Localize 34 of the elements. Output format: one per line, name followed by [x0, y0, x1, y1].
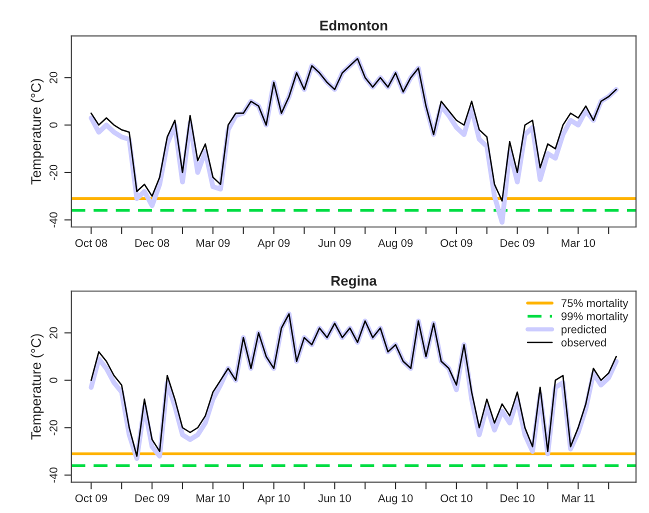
x-tick-label: Mar 10 — [562, 239, 596, 247]
x-tick-label: Mar 10 — [196, 494, 230, 502]
x-tick-label: Mar 09 — [196, 239, 230, 247]
x-tick-label: Dec 10 — [500, 494, 534, 502]
y-axis-title: Temperature (°C) — [30, 78, 44, 184]
legend-label: 75% mortality — [562, 298, 628, 310]
x-tick-label: Aug 10 — [378, 494, 413, 504]
x-tick-label: Oct 10 — [440, 494, 472, 502]
y-tick-label: 0 — [50, 122, 58, 128]
x-tick-label: Oct 09 — [440, 239, 472, 247]
x-tick-label: Oct 08 — [75, 239, 108, 247]
legend-label: predicted — [562, 325, 606, 336]
x-tick-label: Dec 08 — [135, 239, 170, 247]
x-tick-label: Jun 10 — [318, 494, 351, 502]
y-axis-title: Temperature (°C) — [30, 334, 44, 440]
x-tick-label: Mar 11 — [562, 494, 595, 502]
y-tick-label: -20 — [50, 420, 58, 436]
y-tick-label: -40 — [50, 212, 58, 228]
x-tick-label: Aug 09 — [378, 239, 413, 250]
x-tick-label: Dec 09 — [135, 494, 170, 502]
y-tick-label: 0 — [50, 378, 58, 383]
x-tick-label: Jun 09 — [318, 239, 351, 247]
chart-title: Edmonton — [320, 20, 388, 30]
x-tick-label: Oct 09 — [75, 494, 108, 502]
y-tick-label: 20 — [50, 327, 58, 338]
legend-label: 99% mortality — [561, 312, 628, 322]
legend-label: observed — [561, 338, 606, 346]
chart-title: Regina — [331, 276, 377, 289]
x-tick-label: Apr 10 — [257, 494, 290, 504]
y-tick-label: -20 — [50, 164, 58, 180]
x-tick-label: Apr 09 — [257, 239, 290, 250]
y-tick-label: -40 — [50, 468, 58, 483]
y-tick-label: 20 — [50, 72, 58, 84]
x-tick-label: Dec 09 — [500, 239, 534, 247]
